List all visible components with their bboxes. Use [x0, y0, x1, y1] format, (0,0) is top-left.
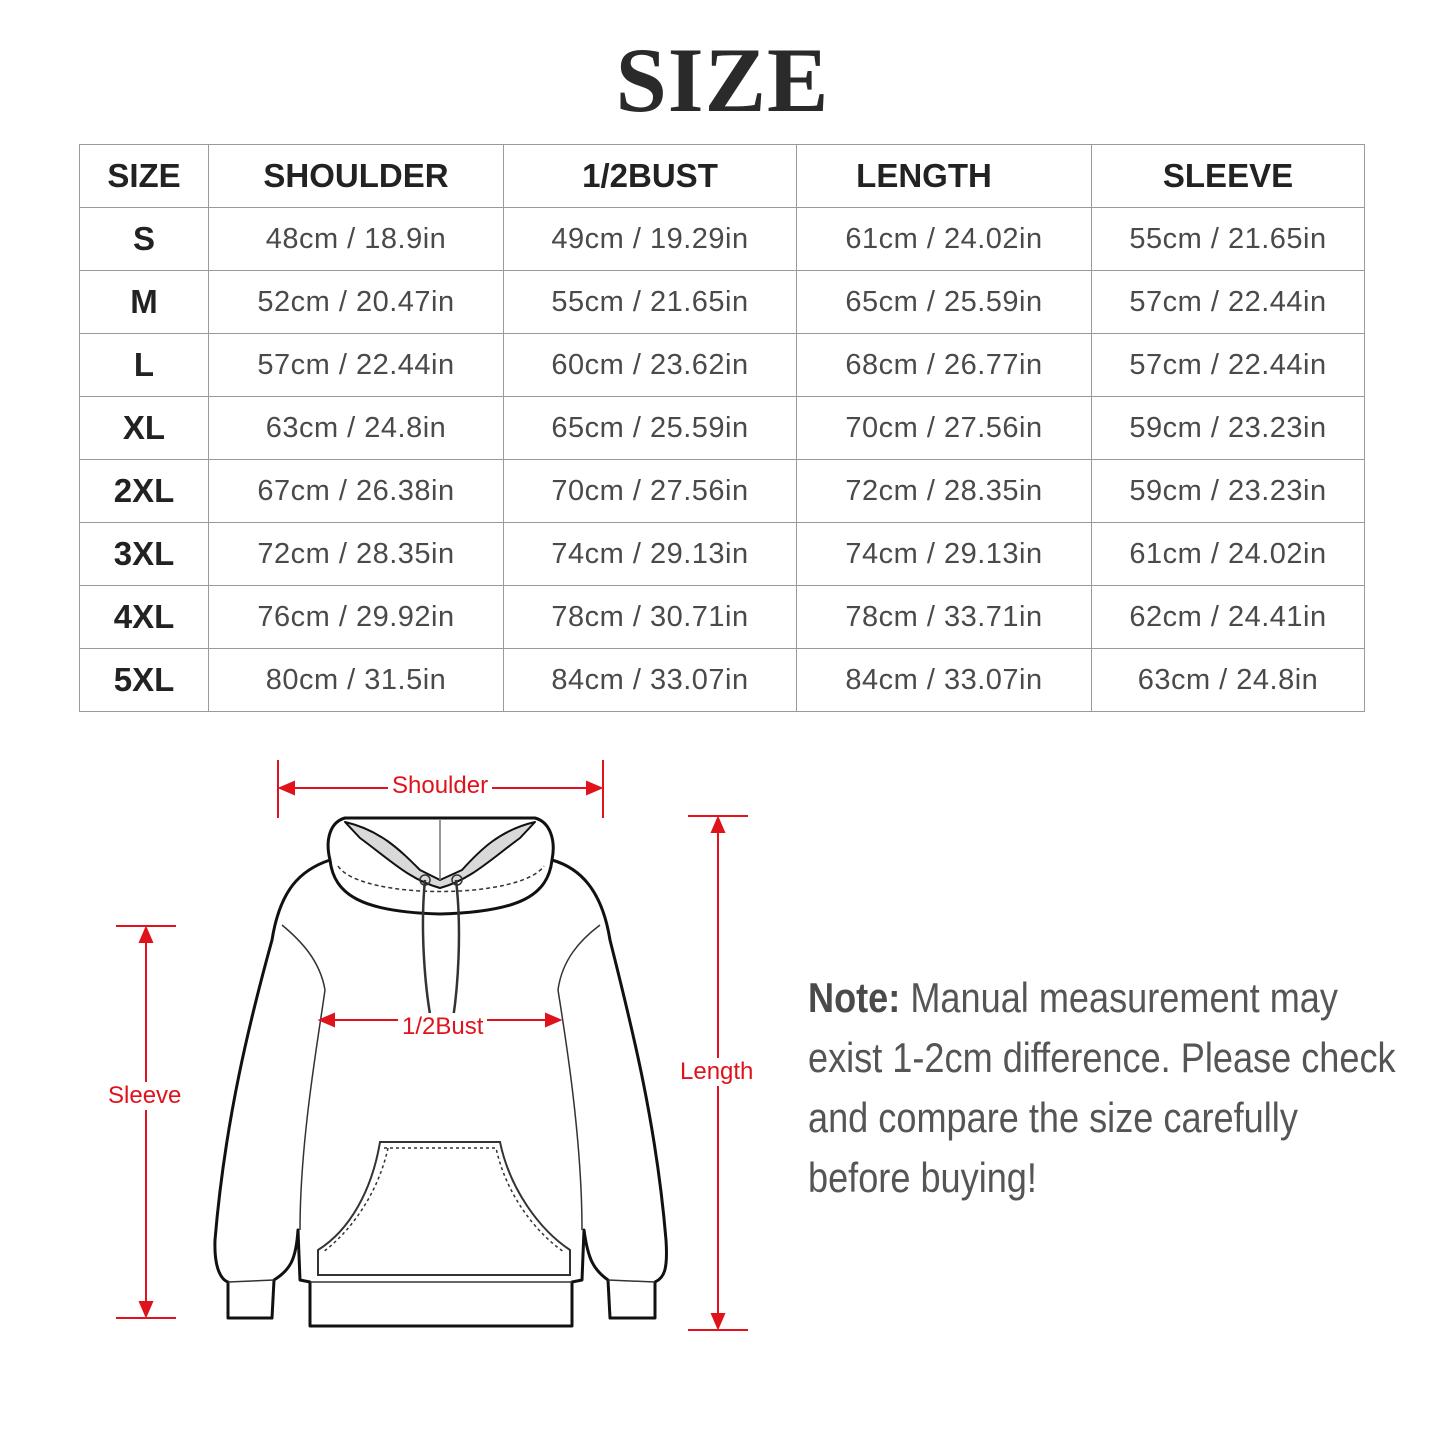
hoodie-details — [227, 820, 656, 1283]
cell-sleeve: 57cm / 22.44in — [1091, 333, 1365, 397]
cell-size: 5XL — [79, 648, 209, 712]
header-size: SIZE — [79, 144, 209, 208]
cell-shoulder: 80cm / 31.5in — [208, 648, 504, 712]
table-row: XL 63cm / 24.8in 65cm / 25.59in 70cm / 27.5… — [79, 396, 1365, 460]
cell-size: M — [79, 270, 209, 334]
cell-size: L — [79, 333, 209, 397]
table-row: 4XL 76cm / 29.92in 78cm / 30.71in 78cm / 33… — [79, 585, 1365, 649]
cell-length: 61cm / 24.02in — [796, 207, 1092, 271]
cell-bust: 60cm / 23.62in — [503, 333, 797, 397]
cell-bust: 49cm / 19.29in — [503, 207, 797, 271]
cell-length: 72cm / 28.35in — [796, 459, 1092, 523]
note: Note: Manual measurement may exist 1-2cm… — [808, 968, 1410, 1208]
cell-shoulder: 63cm / 24.8in — [208, 396, 504, 460]
cell-bust: 65cm / 25.59in — [503, 396, 797, 460]
cell-size: S — [79, 207, 209, 271]
cell-bust: 55cm / 21.65in — [503, 270, 797, 334]
header-bust: 1/2BUST — [503, 144, 797, 208]
cell-sleeve: 55cm / 21.65in — [1091, 207, 1365, 271]
cell-length: 84cm / 33.07in — [796, 648, 1092, 712]
cell-sleeve: 61cm / 24.02in — [1091, 522, 1365, 586]
cell-length: 68cm / 26.77in — [796, 333, 1092, 397]
cell-sleeve: 59cm / 23.23in — [1091, 396, 1365, 460]
cell-length: 65cm / 25.59in — [796, 270, 1092, 334]
note-text: Manual measurement may exist 1-2cm diffe… — [808, 974, 1396, 1201]
table-row: L 57cm / 22.44in 60cm / 23.62in 68cm / 26.7… — [79, 333, 1365, 397]
note-label: Note: — [808, 974, 901, 1021]
cell-length: 74cm / 29.13in — [796, 522, 1092, 586]
cell-shoulder: 67cm / 26.38in — [208, 459, 504, 523]
hoodie-diagram — [116, 760, 748, 1331]
table-row: 3XL 72cm / 28.35in 74cm / 29.13in 74cm / 29… — [79, 522, 1365, 586]
header-sleeve: SLEEVE — [1091, 144, 1365, 208]
cell-shoulder: 57cm / 22.44in — [208, 333, 504, 397]
cell-shoulder: 72cm / 28.35in — [208, 522, 504, 586]
table-row: S 48cm / 18.9in 49cm / 19.29in 61cm / 24.02… — [79, 207, 1365, 271]
cell-shoulder: 48cm / 18.9in — [208, 207, 504, 271]
cell-size: 3XL — [79, 522, 209, 586]
cell-sleeve: 63cm / 24.8in — [1091, 648, 1365, 712]
cell-size: XL — [79, 396, 209, 460]
cell-shoulder: 52cm / 20.47in — [208, 270, 504, 334]
cell-sleeve: 59cm / 23.23in — [1091, 459, 1365, 523]
bust-label: 1/2Bust — [398, 1013, 488, 1041]
table-row: 2XL 67cm / 26.38in 70cm / 27.56in 72cm / 28… — [79, 459, 1365, 523]
table-row: M 52cm / 20.47in 55cm / 21.65in 65cm / 25.5… — [79, 270, 1365, 334]
cell-bust: 74cm / 29.13in — [503, 522, 797, 586]
sleeve-label: Sleeve — [104, 1082, 186, 1110]
page-title: SIZE — [615, 29, 830, 131]
cell-sleeve: 57cm / 22.44in — [1091, 270, 1365, 334]
shoulder-label: Shoulder — [388, 772, 493, 800]
hoodie-outline — [213, 816, 668, 1328]
table-header-row: SIZE SHOULDER 1/2BUST LENGTH SLEEVE — [79, 144, 1365, 208]
cell-length: 78cm / 33.71in — [796, 585, 1092, 649]
header-shoulder: SHOULDER — [208, 144, 504, 208]
length-label: Length — [676, 1058, 758, 1086]
cell-sleeve: 62cm / 24.41in — [1091, 585, 1365, 649]
header-length: LENGTH — [796, 144, 1092, 208]
cell-shoulder: 76cm / 29.92in — [208, 585, 504, 649]
cell-size: 4XL — [79, 585, 209, 649]
cell-length: 70cm / 27.56in — [796, 396, 1092, 460]
cell-bust: 70cm / 27.56in — [503, 459, 797, 523]
cell-bust: 84cm / 33.07in — [503, 648, 797, 712]
table-row: 5XL 80cm / 31.5in 84cm / 33.07in 84cm / 33.… — [79, 648, 1365, 712]
cell-size: 2XL — [79, 459, 209, 523]
size-table: SIZE SHOULDER 1/2BUST LENGTH SLEEVE S 48c… — [79, 144, 1365, 712]
cell-bust: 78cm / 30.71in — [503, 585, 797, 649]
